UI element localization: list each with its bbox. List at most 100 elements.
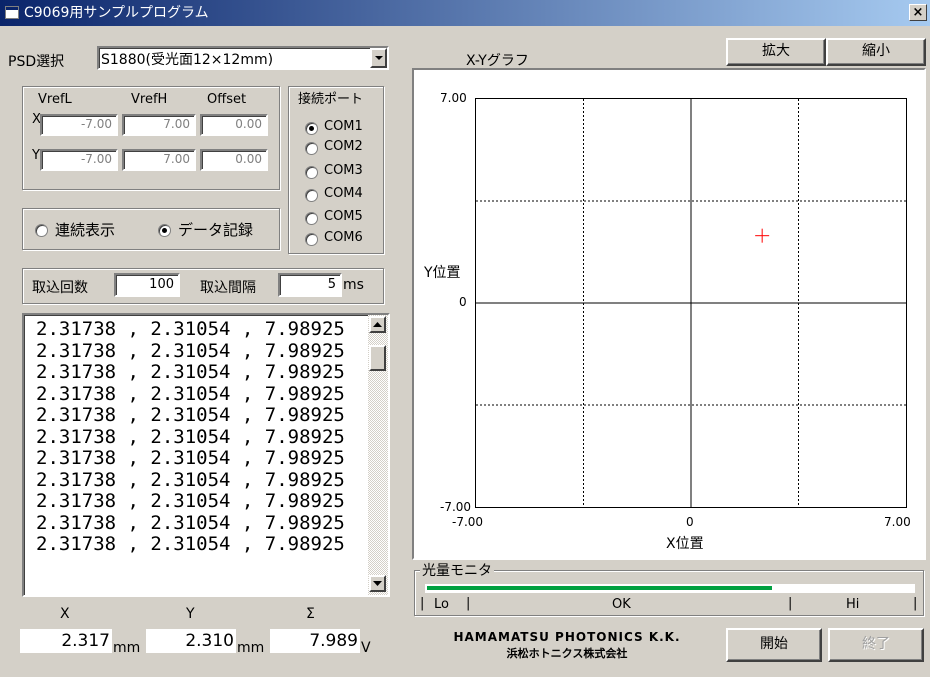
com3-label[interactable]: COM3 xyxy=(324,163,363,178)
logo-line-1: HAMAMATSU PHOTONICS K.K. xyxy=(453,630,681,644)
y-offset-field[interactable]: 0.00 xyxy=(200,149,268,171)
light-monitor-group xyxy=(414,570,924,616)
light-monitor-track xyxy=(425,584,915,593)
monitor-hi-end-divider: | xyxy=(913,596,918,611)
com3-radio[interactable] xyxy=(305,166,318,179)
x-row-label: X xyxy=(32,112,41,127)
y-axis-label: Y位置 xyxy=(424,265,461,281)
light-monitor-title: 光量モニタ xyxy=(420,560,494,580)
readout-sum-label: Σ xyxy=(306,606,315,622)
x-vrefh-field[interactable]: 7.00 xyxy=(122,114,196,136)
x-axis-label: X位置 xyxy=(666,536,704,552)
close-button[interactable]: × xyxy=(909,4,927,21)
y-vrefl-field[interactable]: -7.00 xyxy=(40,149,118,171)
readout-x-unit: mm xyxy=(113,640,141,656)
com2-radio[interactable] xyxy=(305,142,318,155)
acquire-interval-label: 取込間隔 xyxy=(200,280,256,296)
y-tick-bottom: -7.00 xyxy=(440,500,472,514)
start-button[interactable]: 開始 xyxy=(726,628,822,662)
com4-label[interactable]: COM4 xyxy=(324,186,363,201)
acquire-interval-unit: ms xyxy=(343,277,364,293)
data-log-lines: 2.31738 , 2.31054 , 7.98925 2.31738 , 2.… xyxy=(36,318,345,556)
com4-radio[interactable] xyxy=(305,189,318,202)
scroll-thumb[interactable] xyxy=(369,345,386,371)
list-item: 2.31738 , 2.31054 , 7.98925 xyxy=(36,339,345,362)
zoom-out-button[interactable]: 縮小 xyxy=(826,38,926,66)
data-point xyxy=(755,228,770,243)
offset-header: Offset xyxy=(207,92,247,107)
x-tick-mid: 0 xyxy=(686,515,694,529)
readout-x-label: X xyxy=(60,606,70,622)
readout-y-unit: mm xyxy=(237,640,265,656)
list-item: 2.31738 , 2.31054 , 7.98925 xyxy=(36,318,345,340)
logo-line-2: 浜松ホトニクス株式会社 xyxy=(506,647,628,660)
acquire-count-label: 取込回数 xyxy=(32,280,88,296)
x-tick-left: -7.00 xyxy=(452,515,484,529)
x-offset-field[interactable]: 0.00 xyxy=(200,114,268,136)
data-record-radio[interactable] xyxy=(158,224,171,237)
psd-select[interactable]: S1880(受光面12×12mm) xyxy=(97,46,389,70)
x-tick-right: 7.00 xyxy=(884,515,911,529)
y-row-label: Y xyxy=(32,148,40,163)
y-tick-mid: 0 xyxy=(459,295,467,309)
company-logo: HAMAMATSU PHOTONICS K.K. 浜松ホトニクス株式会社 xyxy=(432,630,702,661)
mode-group xyxy=(22,208,280,250)
arrow-up-icon xyxy=(373,322,382,327)
monitor-lo-label: Lo xyxy=(434,597,449,612)
readout-y-value: 2.310 xyxy=(146,629,236,653)
x-vrefl-field[interactable]: -7.00 xyxy=(40,114,118,136)
com6-radio[interactable] xyxy=(305,233,318,246)
psd-select-value: S1880(受光面12×12mm) xyxy=(101,52,274,68)
readout-sum-value: 7.989 xyxy=(270,629,360,653)
zoom-in-button[interactable]: 拡大 xyxy=(726,38,826,66)
com1-label[interactable]: COM1 xyxy=(324,119,363,134)
chevron-down-icon[interactable] xyxy=(370,48,387,68)
vrefh-header: VrefH xyxy=(131,92,168,107)
list-item: 2.31738 , 2.31054 , 7.98925 xyxy=(36,361,345,383)
y-tick-top: 7.00 xyxy=(440,91,467,105)
com5-radio[interactable] xyxy=(305,212,318,225)
readout-sum-unit: V xyxy=(361,640,371,656)
list-item: 2.31738 , 2.31054 , 7.98925 xyxy=(36,511,345,534)
port-group-title: 接続ポート xyxy=(296,88,366,107)
window-title: C9069用サンプルプログラム xyxy=(24,5,209,21)
vrefl-header: VrefL xyxy=(38,92,72,107)
list-item: 2.31738 , 2.31054 , 7.98925 xyxy=(36,425,345,448)
monitor-hi-divider: | xyxy=(788,596,793,611)
xy-plot-area[interactable] xyxy=(475,98,907,508)
xy-plot-svg xyxy=(476,99,906,507)
app-icon xyxy=(5,6,19,19)
y-vrefh-field[interactable]: 7.00 xyxy=(122,149,196,171)
log-scrollbar[interactable] xyxy=(368,315,388,595)
acquire-count-field[interactable]: 100 xyxy=(114,273,180,297)
readout-y-label: Y xyxy=(186,606,195,622)
scroll-down-button[interactable] xyxy=(369,575,386,592)
list-item: 2.31738 , 2.31054 , 7.98925 xyxy=(36,468,345,491)
psd-label: PSD選択 xyxy=(8,54,65,70)
monitor-ok-label: OK xyxy=(612,597,631,612)
monitor-hi-label: Hi xyxy=(846,597,860,612)
continuous-display-radio[interactable] xyxy=(35,224,48,237)
com5-label[interactable]: COM5 xyxy=(324,209,363,224)
port-group xyxy=(288,86,384,254)
acquire-interval-field[interactable]: 5 xyxy=(278,273,342,297)
scroll-up-button[interactable] xyxy=(369,316,386,333)
title-bar[interactable]: C9069用サンプルプログラム × xyxy=(0,0,930,26)
com6-label[interactable]: COM6 xyxy=(324,230,363,245)
light-monitor-bar xyxy=(427,586,773,590)
com2-label[interactable]: COM2 xyxy=(324,139,363,154)
data-record-label[interactable]: データ記録 xyxy=(178,221,254,239)
monitor-lo-divider: | xyxy=(466,596,471,611)
list-item: 2.31738 , 2.31054 , 7.98925 xyxy=(36,447,345,469)
data-log-list[interactable]: 2.31738 , 2.31054 , 7.98925 2.31738 , 2.… xyxy=(22,313,390,597)
readout-x-value: 2.317 xyxy=(20,629,112,653)
end-button[interactable]: 終了 xyxy=(828,628,924,662)
monitor-lo-start-divider: | xyxy=(420,596,425,611)
com1-radio[interactable] xyxy=(305,122,318,135)
list-item: 2.31738 , 2.31054 , 7.98925 xyxy=(36,490,345,512)
acquire-group xyxy=(22,268,384,304)
list-item: 2.31738 , 2.31054 , 7.98925 xyxy=(36,404,345,426)
continuous-display-label[interactable]: 連続表示 xyxy=(55,221,116,239)
arrow-down-icon xyxy=(373,581,382,586)
